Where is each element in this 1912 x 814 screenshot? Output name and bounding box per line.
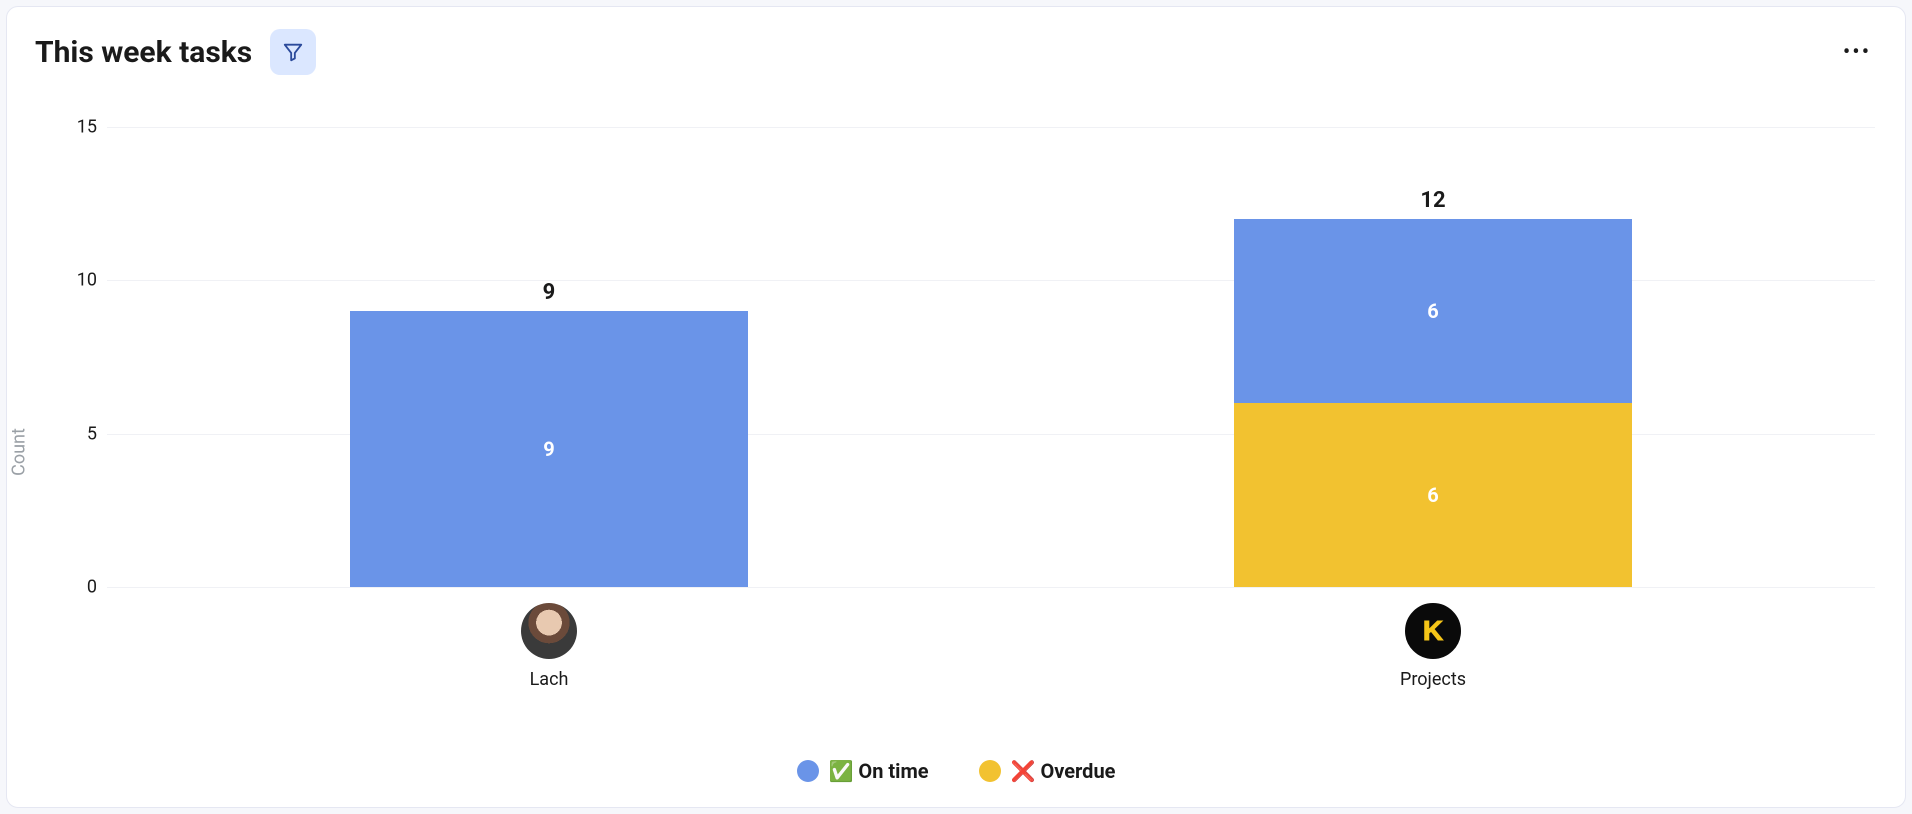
legend-item-on_time[interactable]: ✅ On time — [797, 759, 929, 783]
bar-total-label: 12 — [1234, 188, 1632, 219]
bar-segment-on_time[interactable]: 9 — [350, 311, 748, 587]
legend-swatch — [979, 760, 1001, 782]
x-axis-caption: Projects — [1400, 669, 1466, 690]
filter-button[interactable] — [270, 29, 316, 75]
chart-area: Count 051015991266 LachKProjects ✅ On ti… — [7, 97, 1905, 807]
bar-group[interactable]: 1266 — [1234, 219, 1632, 587]
bar-segment-on_time[interactable]: 6 — [1234, 219, 1632, 403]
avatar-logo: K — [1405, 603, 1461, 659]
more-options-button[interactable]: ••• — [1837, 32, 1877, 72]
legend-swatch — [797, 760, 819, 782]
bar-segment-overdue[interactable]: 6 — [1234, 403, 1632, 587]
y-tick-label: 5 — [67, 423, 97, 444]
y-tick-label: 15 — [67, 117, 97, 138]
x-axis-caption: Lach — [530, 669, 569, 690]
x-axis-area: Lach K Projects — [107, 597, 1875, 717]
x-axis-label: K Projects — [1400, 603, 1466, 690]
avatar-person — [521, 603, 577, 659]
plot-area: 051015991266 — [107, 127, 1875, 587]
gridline — [107, 127, 1875, 128]
legend-item-overdue[interactable]: ❌ Overdue — [979, 759, 1116, 783]
filter-icon — [282, 41, 304, 63]
gridline — [107, 587, 1875, 588]
y-tick-label: 0 — [67, 577, 97, 598]
legend-label: ❌ Overdue — [1011, 759, 1116, 783]
x-axis-label: Lach — [521, 603, 577, 690]
more-icon: ••• — [1843, 40, 1871, 65]
card-title: This week tasks — [35, 35, 252, 70]
tasks-chart-card: This week tasks ••• Count 051015991266 L… — [6, 6, 1906, 808]
legend: ✅ On time ❌ Overdue — [7, 759, 1905, 783]
bar-group[interactable]: 99 — [350, 311, 748, 587]
y-tick-label: 10 — [67, 270, 97, 291]
card-header: This week tasks ••• — [7, 7, 1905, 91]
bar-total-label: 9 — [350, 280, 748, 311]
y-axis-label: Count — [8, 428, 29, 476]
legend-label: ✅ On time — [829, 759, 929, 783]
